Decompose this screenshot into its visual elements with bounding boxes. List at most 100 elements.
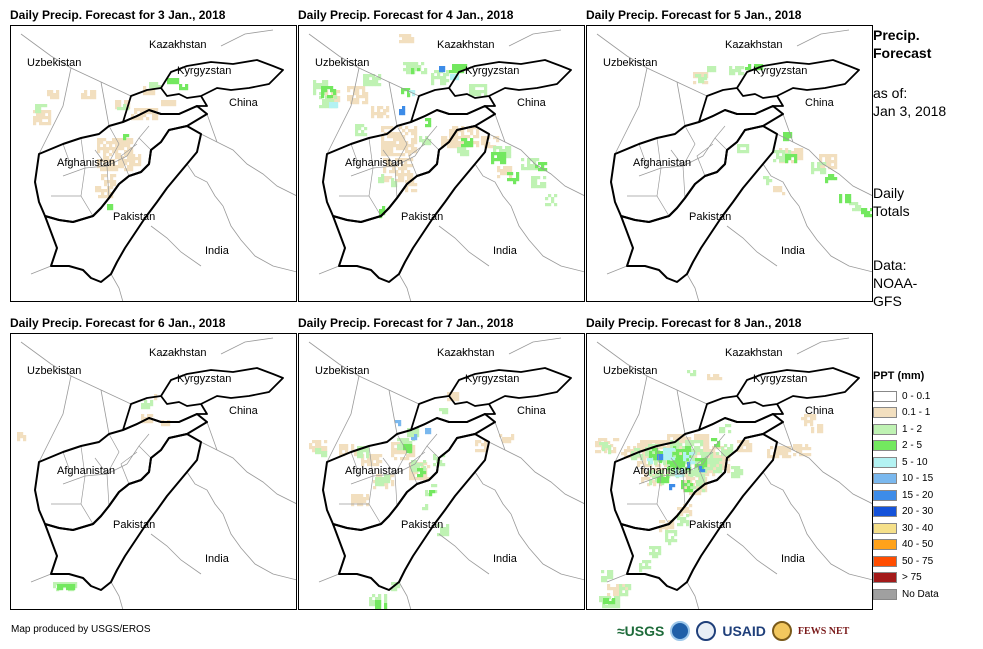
country-label-uzbekistan: Uzbekistan [27, 365, 81, 377]
precip-cell [386, 158, 390, 162]
precip-cell [399, 138, 403, 142]
precip-cell [701, 483, 705, 487]
precip-cell [675, 468, 679, 472]
precip-cell [407, 173, 411, 177]
precip-cell [673, 464, 677, 468]
province-border [339, 433, 440, 525]
precip-cell [440, 533, 444, 537]
precip-cell [598, 444, 602, 448]
precip-cell [411, 469, 415, 473]
precip-cell [339, 453, 343, 457]
precip-cell [746, 440, 750, 444]
precip-cell [50, 90, 54, 94]
precip-cell [848, 197, 852, 201]
precip-cell [813, 414, 817, 418]
precip-cell [407, 176, 411, 180]
precip-cell [701, 486, 705, 490]
precip-cell [354, 497, 358, 501]
precip-cell [17, 438, 21, 442]
precip-cell [93, 93, 97, 97]
precip-cell [20, 435, 24, 439]
precip-cell [537, 176, 541, 180]
precip-cell [643, 452, 647, 456]
precip-cell [425, 504, 429, 508]
precip-cell [447, 139, 451, 143]
precip-cell [17, 435, 21, 439]
precip-cell [107, 204, 111, 208]
precip-cell [665, 533, 669, 537]
precip-cell [312, 440, 316, 444]
precip-cell [130, 141, 134, 145]
precip-cell [173, 100, 177, 104]
precip-cell [411, 150, 415, 154]
precip-cell [366, 83, 370, 87]
precip-cell [384, 150, 388, 154]
precip-cell [644, 477, 648, 481]
precip-cell [719, 464, 723, 468]
precip-cell [697, 446, 701, 450]
precip-cell [793, 444, 797, 448]
minor-border [308, 29, 584, 275]
precip-cell [126, 134, 130, 138]
precip-cell [378, 600, 382, 604]
precip-cell [607, 441, 611, 445]
forecast-map: Kazakhstan Uzbekistan Kyrgyzstan China Afgha… [586, 333, 873, 610]
precip-cell [53, 96, 57, 100]
legend-item: 0.1 - 1 [873, 405, 939, 422]
precip-cell [825, 154, 829, 158]
precip-cell [481, 84, 485, 88]
precip-cell [66, 587, 70, 591]
precip-cell [412, 477, 416, 481]
precip-cell [614, 599, 618, 603]
precip-cell [773, 189, 777, 193]
precip-cell [392, 170, 396, 174]
precip-cell [788, 154, 792, 158]
precip-cell [161, 100, 165, 104]
precip-cell [740, 446, 744, 450]
precip-cell [531, 179, 535, 183]
precip-cell [401, 167, 405, 171]
precip-cell [834, 157, 838, 161]
precip-cell [686, 474, 690, 478]
precip-cell [110, 207, 114, 211]
precip-cell [503, 169, 507, 173]
precip-cell [460, 150, 464, 154]
precip-cell [356, 89, 360, 93]
precip-cell [667, 464, 671, 468]
precip-cell [334, 99, 338, 103]
precip-cell [56, 93, 60, 97]
precip-cell [399, 112, 403, 116]
precip-cell [425, 428, 429, 432]
precip-cell [402, 153, 406, 157]
precip-cell [828, 174, 832, 178]
precip-cell [415, 477, 419, 481]
precip-cell [689, 461, 693, 465]
precip-cell [394, 588, 398, 592]
precip-cell [443, 530, 447, 534]
precip-cell [402, 109, 406, 113]
precip-cell [779, 156, 783, 160]
precip-cell [783, 138, 787, 142]
precip-cell [48, 119, 52, 123]
precip-cell [704, 480, 708, 484]
precip-cell [698, 74, 702, 78]
precip-cell [680, 513, 684, 517]
precip-cell [66, 584, 70, 588]
precip-cell [17, 432, 21, 436]
pakistan-outline [44, 433, 202, 591]
precip-cell [658, 446, 662, 450]
precip-cell [648, 560, 652, 564]
precip-cell [683, 510, 687, 514]
precip-cell [383, 176, 387, 180]
precip-cell [417, 474, 421, 478]
precip-cell [537, 185, 541, 189]
precip-cell [398, 423, 402, 427]
precip-cell [393, 135, 397, 139]
precip-cell [414, 437, 418, 441]
precip-cell [703, 434, 707, 438]
precip-cell [616, 587, 620, 591]
precip-cell [706, 473, 710, 477]
precip-cell [98, 186, 102, 190]
precip-cell [721, 458, 725, 462]
precip-cell [611, 605, 615, 609]
